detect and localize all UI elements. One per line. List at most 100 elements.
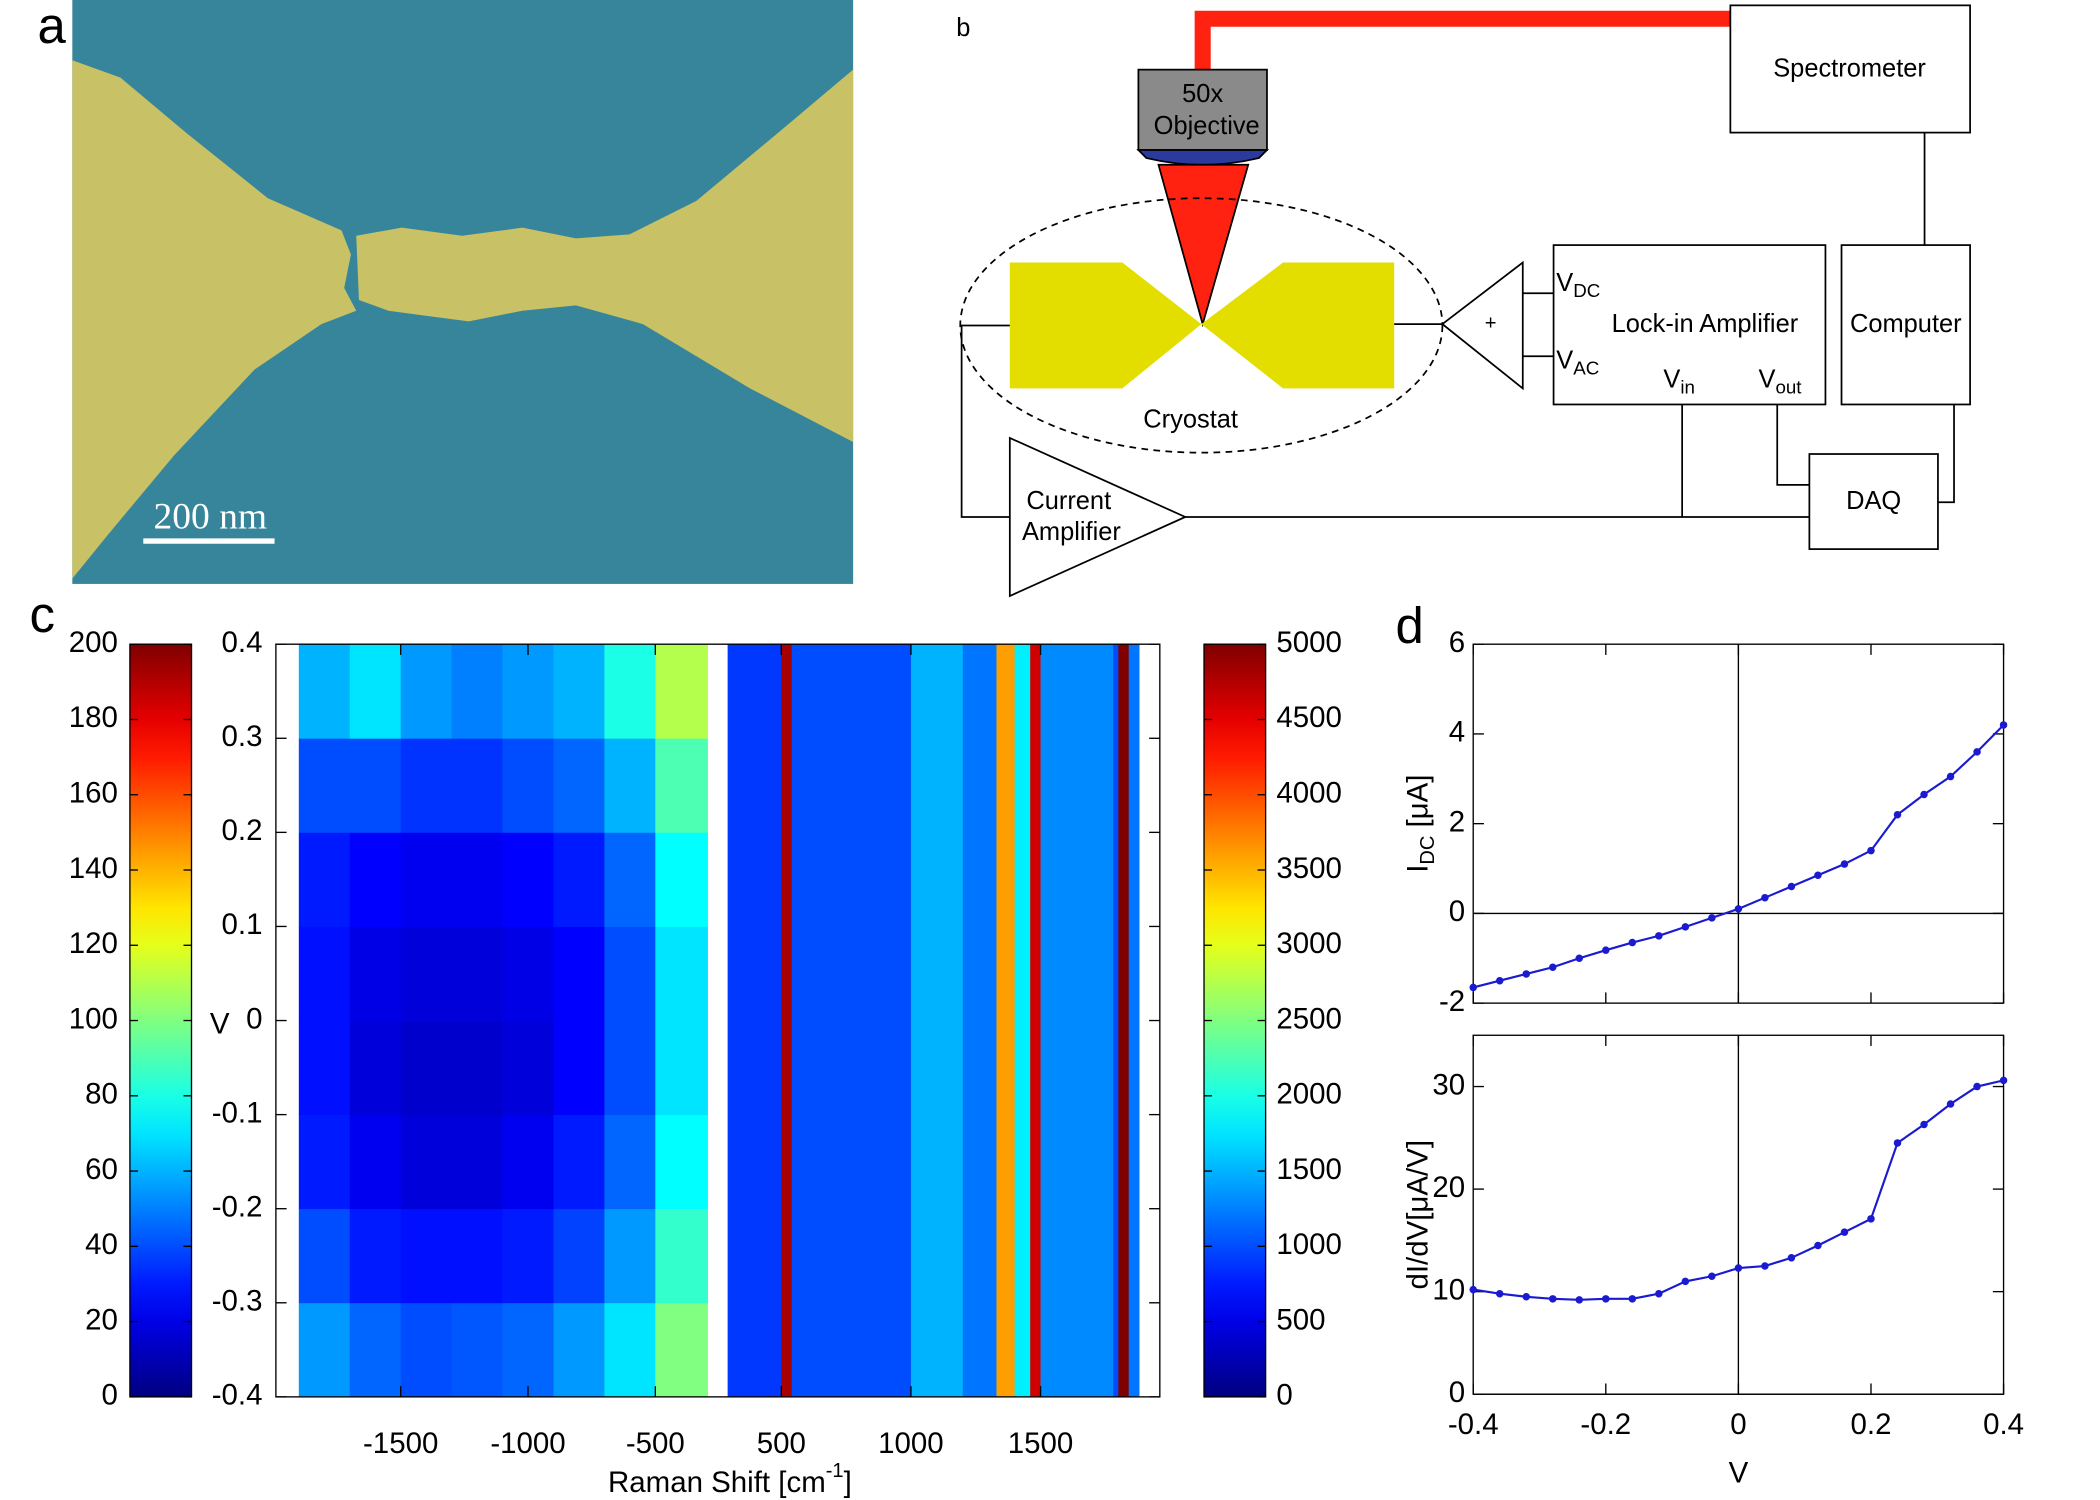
data-point — [1681, 1277, 1690, 1286]
y-axis-label: DC — [1417, 836, 1439, 865]
heatmap-cell — [996, 644, 1016, 1397]
x-tick-label: -1500 — [363, 1427, 438, 1460]
data-point — [1522, 1293, 1530, 1301]
data-point — [1893, 810, 1902, 819]
data-point — [1469, 983, 1477, 992]
data-point — [1814, 1241, 1822, 1250]
heatmap-cell — [298, 738, 351, 833]
heatmap-cell — [727, 644, 782, 1397]
heatmap-cell — [349, 1208, 402, 1304]
heatmap-cell — [502, 1302, 554, 1398]
y-axis-label: I — [1401, 865, 1434, 873]
y-tick-label: -0.2 — [212, 1190, 263, 1223]
y-tick-label: 30 — [1432, 1068, 1465, 1101]
data-point — [1787, 882, 1796, 891]
data-point — [1973, 748, 1981, 756]
colorbar — [1203, 643, 1267, 1398]
lens — [1136, 149, 1270, 166]
data-point — [1893, 1139, 1902, 1147]
colorbar-tick-label: 3000 — [1276, 927, 1342, 960]
data-point — [1681, 923, 1690, 931]
heatmap-cell — [655, 644, 708, 739]
heatmap-cell — [502, 1208, 554, 1304]
heatmap-cell — [298, 644, 351, 739]
label: Lock-in Amplifier — [1612, 310, 1799, 338]
electrode — [1009, 262, 1202, 389]
data-point — [1549, 1295, 1557, 1303]
x-axis-label: Raman Shift [cm-1] — [608, 1460, 852, 1499]
colorbar-tick-label: 4000 — [1276, 777, 1342, 810]
colorbar-tick-label: 1500 — [1276, 1153, 1342, 1186]
heatmap-cell — [1113, 644, 1119, 1397]
label: VAC — [1556, 346, 1599, 378]
panel-a: 200 nm a — [38, 0, 854, 584]
data-point — [1522, 970, 1530, 978]
y-tick-label: 4 — [1449, 716, 1465, 749]
data-point — [1655, 1289, 1663, 1298]
heatmap-cell — [604, 1302, 656, 1398]
data-point — [1867, 846, 1875, 855]
heatmap-cell — [553, 1114, 605, 1210]
current-amplifier — [1008, 436, 1188, 598]
heatmap-cell — [655, 738, 708, 833]
label: V — [1758, 365, 1775, 393]
objective — [1137, 68, 1268, 151]
heatmap-cell — [604, 1114, 656, 1210]
heatmap-cell — [298, 1114, 351, 1210]
heatmap-cell — [1014, 644, 1031, 1397]
laser-fiber — [1194, 10, 1731, 70]
heatmap-cell — [349, 1020, 402, 1116]
panel-letter: c — [29, 586, 54, 643]
x-axis-label: -1 — [826, 1460, 844, 1482]
heatmap-cell — [298, 1302, 351, 1398]
label: AC — [1573, 358, 1599, 379]
colorbar-tick-label: 160 — [69, 777, 118, 810]
heatmap-cell — [604, 644, 656, 739]
colorbar-tick-label: 1000 — [1276, 1228, 1342, 1261]
y-tick-label: 2 — [1449, 805, 1465, 838]
heatmap-cell — [553, 1208, 605, 1304]
label: Amplifier — [1022, 518, 1121, 546]
heatmap-cell — [451, 1302, 503, 1398]
heatmap-cell — [451, 832, 503, 927]
heatmap-cell — [553, 1020, 605, 1116]
label: Vin — [1663, 365, 1695, 397]
data-point — [1973, 1082, 1981, 1091]
heatmap-cell — [451, 738, 503, 833]
heatmap-cell — [349, 644, 402, 739]
heatmap-cell — [400, 644, 453, 739]
heatmap-cell — [553, 644, 605, 739]
label: V — [1556, 346, 1573, 374]
heatmap-cell — [502, 738, 554, 833]
heatmap-cell — [502, 832, 554, 927]
y-tick-label: -2 — [1439, 985, 1465, 1018]
label: out — [1775, 376, 1802, 397]
y-axis-label: [μA/V] — [1401, 1140, 1434, 1221]
data-point — [1495, 1289, 1504, 1298]
colorbar-tick-label: 5000 — [1276, 626, 1342, 659]
heatmap-cell — [349, 738, 402, 833]
data-point — [1575, 1296, 1584, 1304]
data-point — [1761, 1262, 1769, 1270]
y-axis-label: [μA] — [1401, 775, 1434, 828]
data-point — [1999, 1076, 2008, 1085]
colorbar — [129, 643, 193, 1398]
heatmap-cell — [655, 1302, 708, 1398]
colorbar-tick-label: 140 — [69, 852, 118, 885]
heatmap-cell — [349, 1114, 402, 1210]
colorbar-tick-label: 20 — [85, 1303, 118, 1336]
data-point — [1602, 1295, 1610, 1303]
x-tick-label: 500 — [757, 1427, 806, 1460]
heatmap-cell — [451, 1114, 503, 1210]
heatmap-cell — [400, 1208, 453, 1304]
x-axis-label: ] — [844, 1466, 852, 1499]
y-tick-label: 0.4 — [222, 626, 263, 659]
label: Computer — [1850, 310, 1962, 338]
label: Cryostat — [1143, 405, 1238, 433]
panel-b: b 50x Objective Spectrometer Computer Lo… — [956, 4, 1971, 598]
data-point — [1469, 1285, 1477, 1294]
data-point — [1840, 860, 1849, 868]
heatmap-cell — [1118, 644, 1130, 1397]
x-tick-label: -0.2 — [1580, 1408, 1631, 1441]
